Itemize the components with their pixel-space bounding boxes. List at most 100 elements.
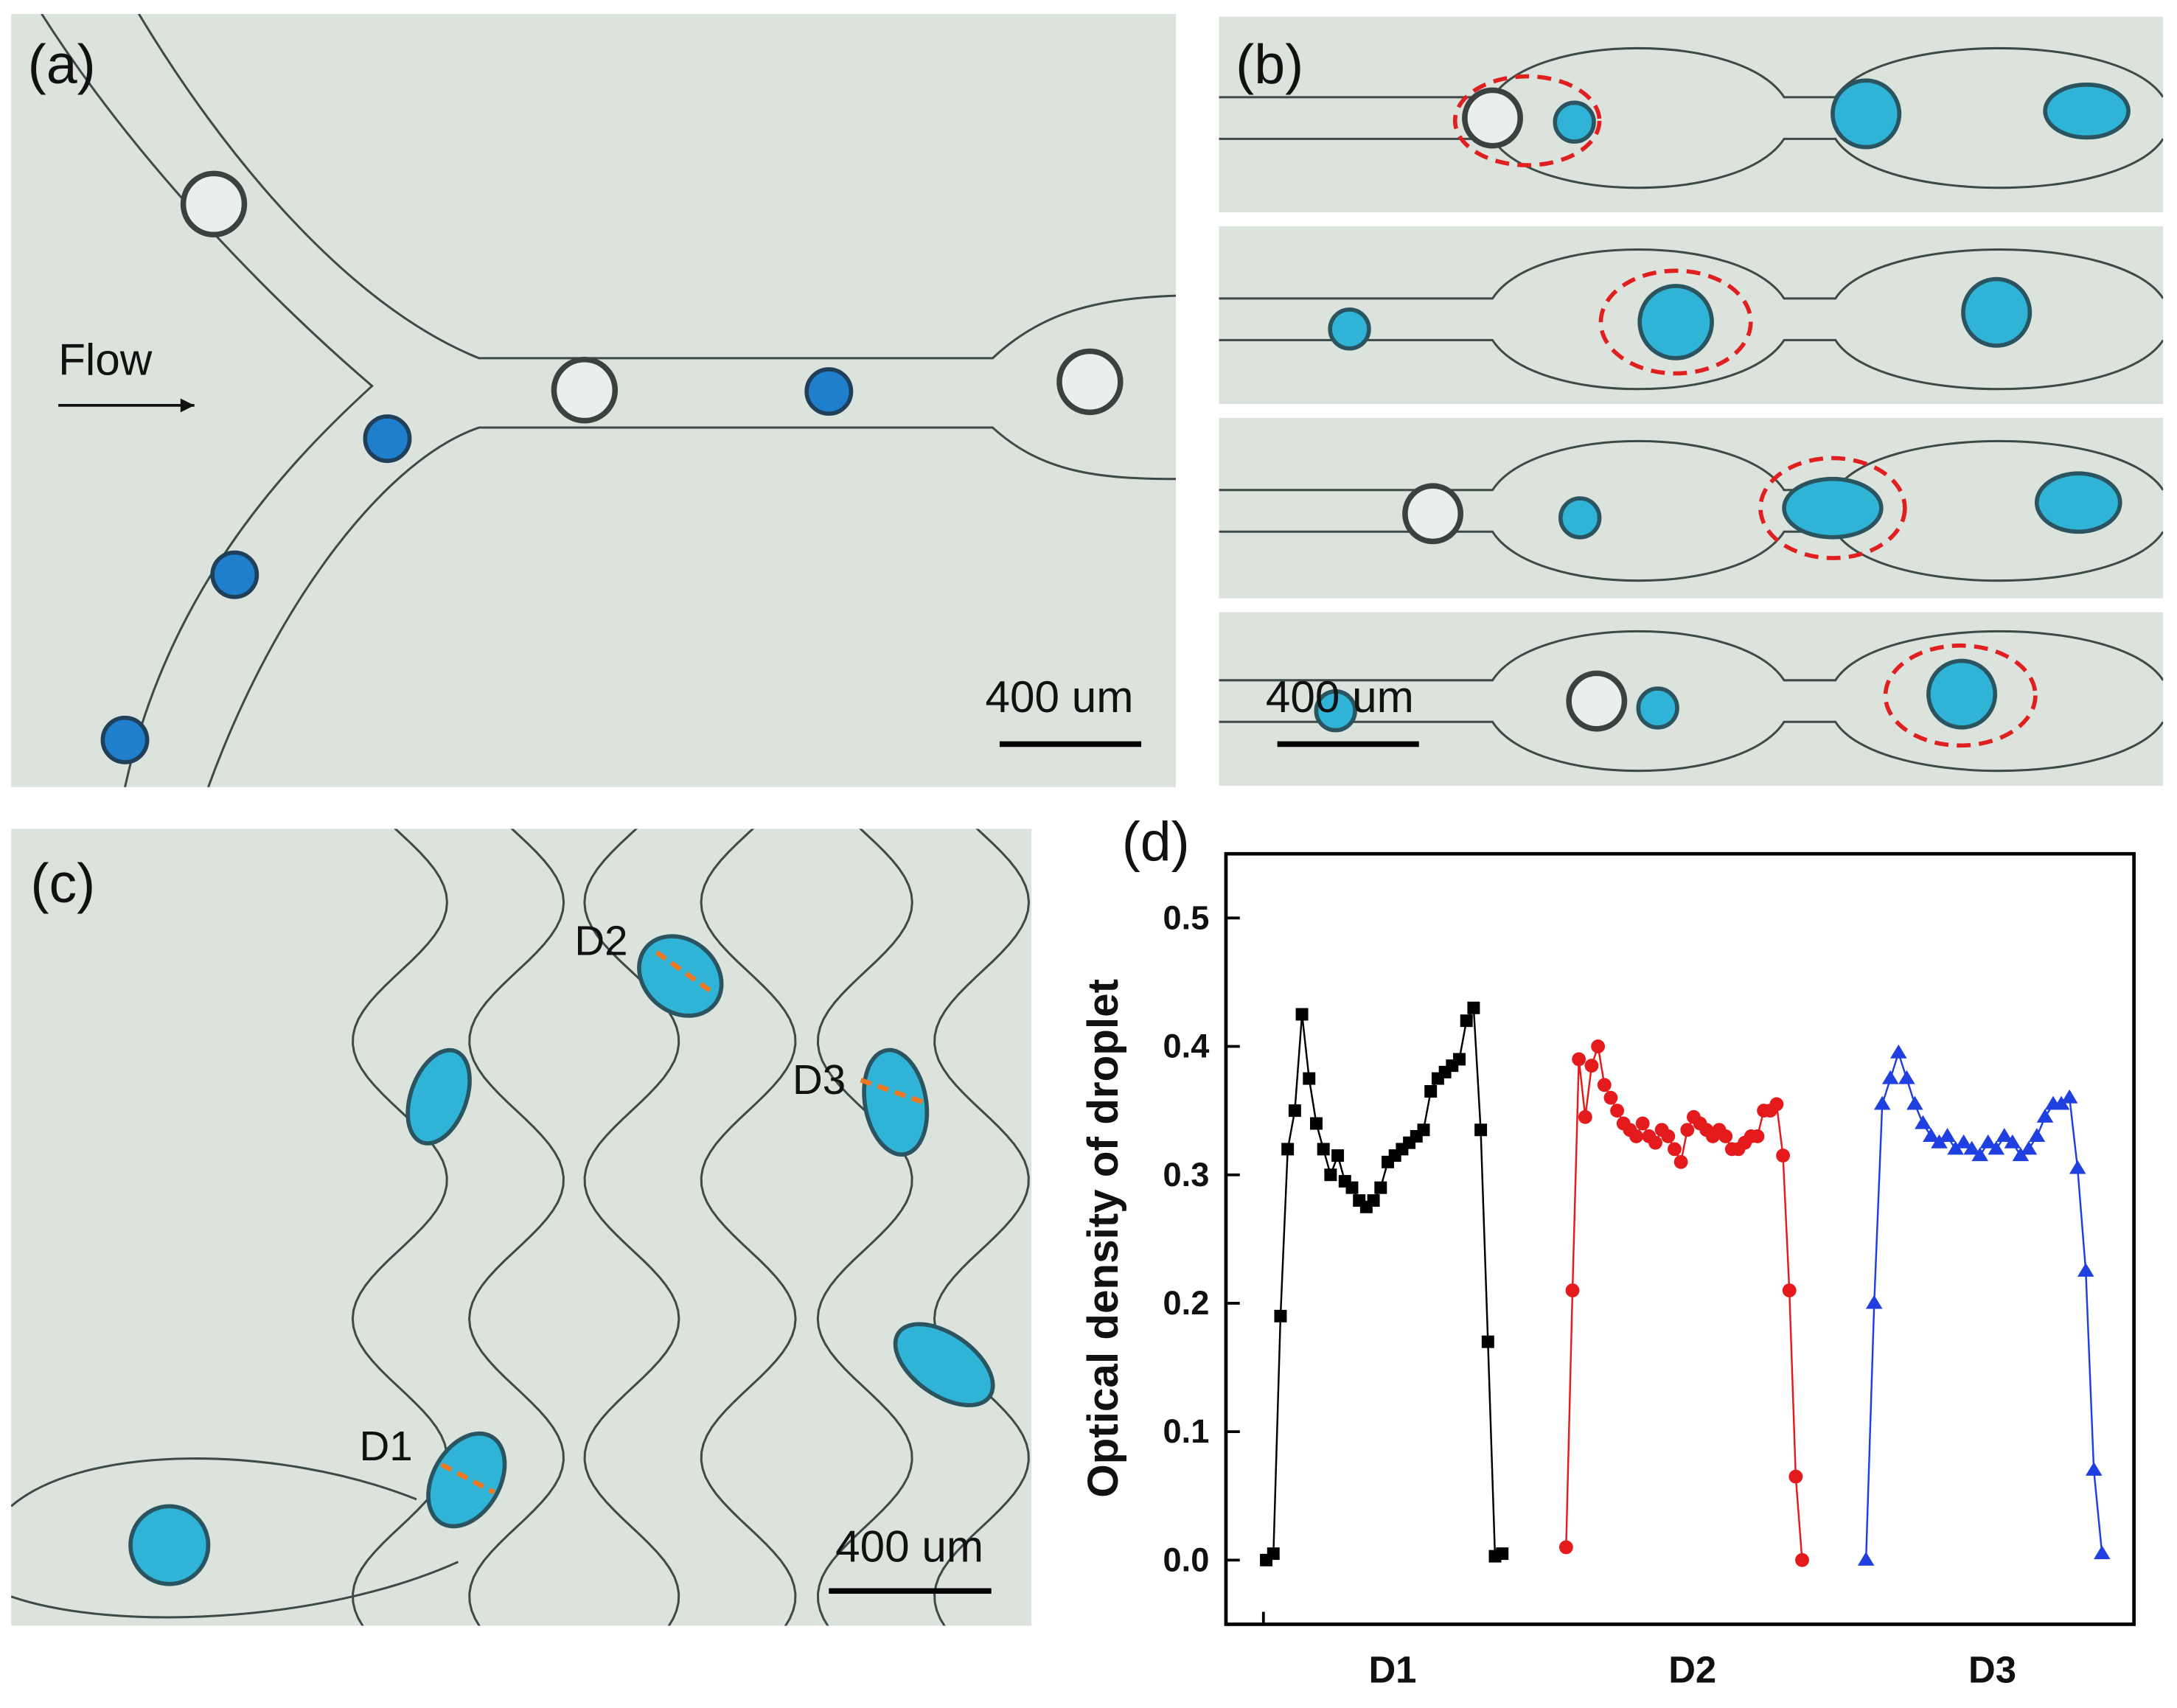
- micrograph-c: D1 D2 D3 400 um (c): [11, 829, 1032, 1626]
- background: [1219, 417, 2164, 599]
- panel-label: (b): [1236, 33, 1303, 95]
- x-tick-label: D3: [1968, 1649, 2016, 1691]
- marker: [1558, 1540, 1573, 1555]
- marker: [1661, 1129, 1676, 1143]
- channel-wall: [933, 829, 1031, 1626]
- marker: [1610, 1104, 1624, 1118]
- marker: [1898, 1070, 1915, 1084]
- droplet: [363, 414, 412, 464]
- channel-wall: [1219, 46, 2164, 99]
- marker: [1795, 1552, 1809, 1567]
- marker: [2028, 1128, 2046, 1142]
- droplet: [405, 1048, 472, 1146]
- marker: [1782, 1283, 1797, 1297]
- highlight-ring: [1452, 74, 1602, 167]
- droplet-marker: D1: [359, 1423, 412, 1469]
- droplet: [2043, 83, 2131, 140]
- x-tick-label: D1: [1368, 1649, 1416, 1691]
- marker: [1979, 1134, 1997, 1148]
- droplet-marker: D3: [793, 1056, 846, 1103]
- strip: [1219, 612, 2164, 786]
- marker: [1578, 1109, 1592, 1124]
- background: [11, 829, 1032, 1626]
- marker: [1317, 1143, 1330, 1156]
- series-line: [1565, 1046, 1803, 1561]
- channel-wall: [1219, 630, 2164, 682]
- droplet: [1328, 307, 1371, 351]
- marker: [1673, 1154, 1688, 1169]
- y-tick-label: 0.1: [1163, 1412, 1210, 1450]
- marker: [1331, 1149, 1345, 1163]
- y-tick-label: 0.3: [1163, 1156, 1210, 1193]
- marker: [1947, 1140, 1964, 1155]
- measure-line: [440, 1462, 495, 1495]
- highlight-ring: [1758, 456, 1907, 560]
- panel-label: (a): [28, 33, 96, 95]
- marker: [2094, 1545, 2111, 1560]
- marker: [1591, 1039, 1606, 1053]
- marker: [1496, 1547, 1509, 1561]
- marker: [1939, 1128, 1956, 1142]
- marker: [1923, 1128, 1940, 1142]
- droplet: [426, 1431, 507, 1529]
- marker: [1873, 1095, 1891, 1110]
- marker: [1565, 1283, 1580, 1297]
- marker: [1629, 1129, 1643, 1143]
- marker: [1718, 1129, 1733, 1143]
- droplet: [1314, 689, 1357, 733]
- panel-label: (c): [30, 852, 95, 914]
- channel-wall: [583, 829, 680, 1626]
- marker: [2036, 1109, 2054, 1123]
- droplet: [862, 1048, 930, 1157]
- marker: [1288, 1104, 1301, 1118]
- marker: [1460, 1014, 1473, 1028]
- background: [1219, 612, 2164, 786]
- marker: [1267, 1547, 1280, 1561]
- measure-line: [655, 950, 713, 994]
- droplet: [551, 357, 619, 424]
- channel-wall: [1219, 338, 2164, 391]
- scale-label: 400 um: [985, 672, 1133, 722]
- droplet: [1402, 483, 1463, 545]
- marker: [1572, 1052, 1586, 1067]
- marker: [1324, 1168, 1337, 1182]
- marker: [1955, 1134, 1972, 1148]
- marker: [2004, 1134, 2021, 1148]
- marker: [2012, 1147, 2030, 1162]
- marker: [1597, 1078, 1612, 1092]
- x-tick-label: D2: [1668, 1649, 1716, 1691]
- marker: [1988, 1140, 2005, 1155]
- droplet: [100, 715, 150, 764]
- marker: [1648, 1135, 1662, 1150]
- channel-wall: [816, 829, 913, 1626]
- marker: [1374, 1181, 1387, 1194]
- channel-wall: [11, 1561, 459, 1619]
- marker: [1303, 1072, 1316, 1085]
- scale-label: 400 um: [835, 1521, 983, 1572]
- droplet: [1782, 476, 1884, 540]
- marker: [2061, 1089, 2078, 1104]
- channel-wall: [1219, 248, 2164, 300]
- droplet: [1636, 686, 1679, 730]
- droplet: [180, 170, 248, 238]
- marker: [2020, 1140, 2038, 1155]
- droplet: [1961, 276, 2033, 348]
- droplet: [1831, 78, 1902, 150]
- droplet: [1462, 87, 1523, 149]
- marker: [1309, 1117, 1323, 1130]
- marker: [1776, 1148, 1790, 1163]
- marker: [1603, 1090, 1618, 1105]
- channel-wall: [11, 1457, 417, 1507]
- channel-wall: [207, 426, 1177, 787]
- droplet: [2034, 471, 2122, 534]
- series-line: [1864, 1050, 2103, 1561]
- marker: [1865, 1294, 1883, 1309]
- droplet-marker: D2: [574, 918, 627, 964]
- marker: [1481, 1335, 1494, 1348]
- series-line: [1265, 1005, 1503, 1561]
- marker: [1931, 1134, 1948, 1148]
- y-tick-label: 0.5: [1163, 899, 1210, 936]
- y-tick-label: 0.0: [1163, 1541, 1210, 1578]
- marker: [1857, 1552, 1875, 1566]
